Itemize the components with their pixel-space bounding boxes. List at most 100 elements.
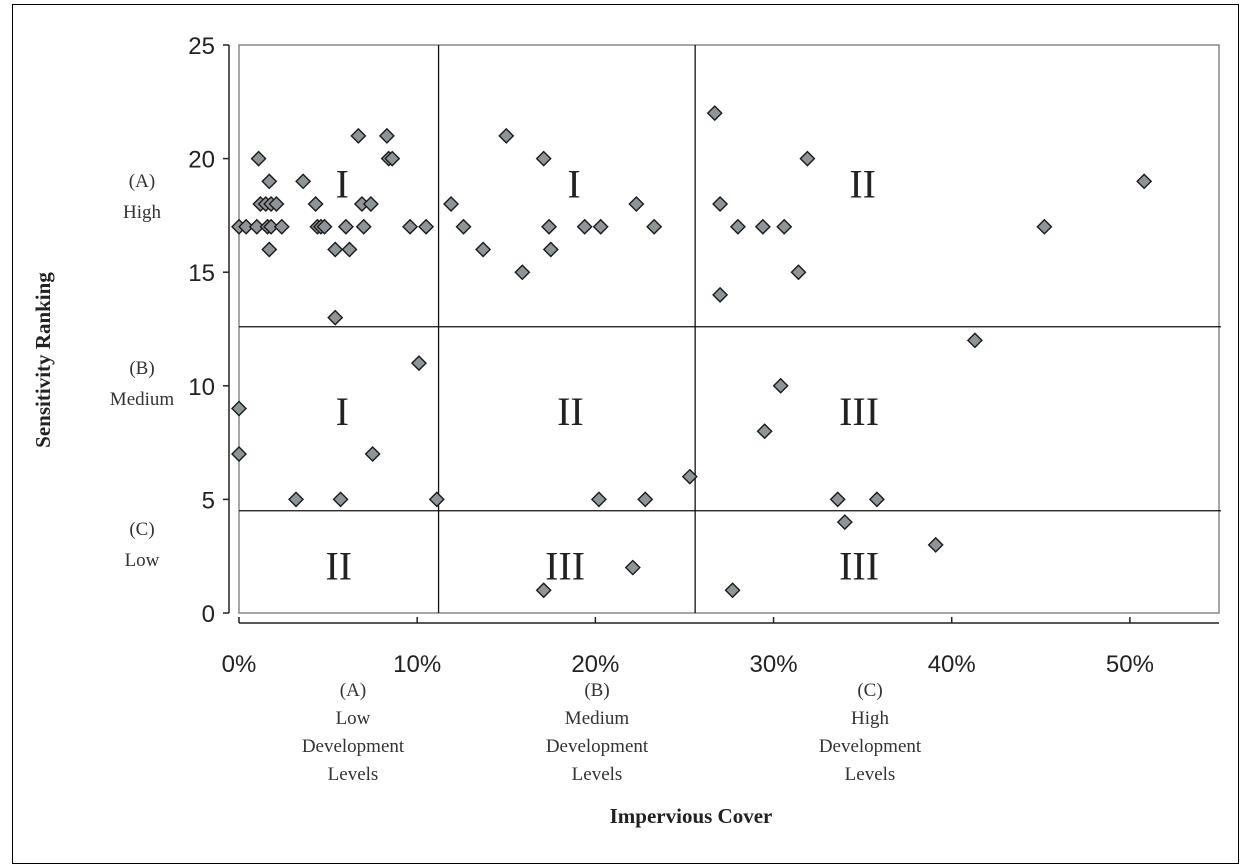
data-point <box>1036 218 1053 235</box>
data-point <box>402 218 419 235</box>
data-point <box>307 196 324 213</box>
data-point <box>624 559 641 576</box>
data-point <box>590 491 607 508</box>
region-label: II <box>849 162 876 207</box>
data-point <box>263 218 280 235</box>
data-point <box>592 218 609 235</box>
y-tick-label: 25 <box>188 33 215 60</box>
figure-frame <box>12 4 1239 864</box>
y-axis: 0 5 10 15 20 25 <box>188 33 230 628</box>
y-tick-label: 5 <box>202 487 215 514</box>
data-point <box>288 491 305 508</box>
data-point <box>337 218 354 235</box>
data-point <box>455 218 472 235</box>
y-category-letter: (C) <box>129 519 154 540</box>
region-label: II <box>557 389 584 434</box>
data-point <box>231 400 247 417</box>
y-tick-label: 10 <box>188 374 215 401</box>
data-point <box>498 127 515 144</box>
data-point <box>729 218 746 235</box>
data-point <box>868 491 885 508</box>
x-category-line: High <box>851 708 890 729</box>
data-point <box>576 218 593 235</box>
data-point <box>418 218 435 235</box>
data-point <box>681 468 698 485</box>
data-point <box>327 241 344 258</box>
x-category-line: Levels <box>572 764 623 785</box>
data-point <box>535 582 552 599</box>
data-point <box>706 105 723 122</box>
data-point <box>316 218 333 235</box>
x-tick-label: 20% <box>571 651 619 678</box>
data-point <box>535 150 552 167</box>
x-tick-label: 10% <box>393 651 441 678</box>
y-category-label: Low <box>125 550 160 571</box>
data-point <box>712 286 729 303</box>
data-points <box>231 105 1153 599</box>
data-point <box>378 127 395 144</box>
region-label: I <box>336 389 349 434</box>
x-category-letter: (B) <box>584 680 609 701</box>
data-point <box>364 445 381 462</box>
y-tick-label: 0 <box>202 601 215 628</box>
x-axis: 0% 10% 20% 30% 40% 50% <box>222 617 1219 678</box>
data-point <box>776 218 793 235</box>
data-point <box>384 150 401 167</box>
region-label: III <box>545 543 585 588</box>
region-label: III <box>839 389 879 434</box>
data-point <box>327 309 344 326</box>
y-category-label: High <box>123 202 162 223</box>
data-point <box>295 173 312 190</box>
data-point <box>754 218 771 235</box>
y-category-labels: (A) High (B) Medium (C) Low <box>110 171 175 571</box>
x-axis-title: Impervious Cover <box>610 804 773 828</box>
data-point <box>273 218 290 235</box>
data-point <box>231 445 247 462</box>
data-point <box>724 582 741 599</box>
region-dividers <box>239 45 1221 613</box>
y-tick-label: 15 <box>188 260 215 287</box>
region-label: II <box>325 543 352 588</box>
data-point <box>836 514 853 531</box>
x-tick-label: 50% <box>1106 651 1154 678</box>
data-point <box>350 127 367 144</box>
data-point <box>541 218 558 235</box>
x-category-line: Development <box>819 736 922 757</box>
data-point <box>248 218 265 235</box>
data-point <box>238 218 255 235</box>
x-category-line: Development <box>302 736 405 757</box>
data-point <box>514 264 531 281</box>
x-category-line: Levels <box>845 764 896 785</box>
y-category-label: Medium <box>110 389 175 410</box>
x-category-letter: (A) <box>340 680 366 701</box>
data-point <box>829 491 846 508</box>
y-category-letter: (B) <box>129 358 154 379</box>
x-category-line: Development <box>546 736 649 757</box>
data-point <box>355 218 372 235</box>
x-category-line: Levels <box>328 764 379 785</box>
x-category-letter: (C) <box>857 680 882 701</box>
data-point <box>261 173 278 190</box>
data-point <box>790 264 807 281</box>
data-point <box>628 196 645 213</box>
x-tick-label: 40% <box>928 651 976 678</box>
data-point <box>1136 173 1153 190</box>
y-axis-title: Sensitivity Ranking <box>31 272 55 448</box>
x-category-labels: (A) Low Development Levels (B) Medium Developm… <box>302 680 922 785</box>
data-point <box>772 377 789 394</box>
region-label: III <box>839 543 879 588</box>
x-tick-label: 0% <box>222 651 257 678</box>
plot-area <box>238 44 1220 614</box>
x-category-line: Low <box>336 708 371 729</box>
data-point <box>332 491 349 508</box>
region-label: I <box>336 162 349 207</box>
data-point <box>250 150 267 167</box>
data-point <box>756 423 773 440</box>
data-point <box>268 196 285 213</box>
data-point <box>542 241 559 258</box>
data-point <box>966 332 983 349</box>
data-point <box>646 218 663 235</box>
x-tick-label: 30% <box>750 651 798 678</box>
